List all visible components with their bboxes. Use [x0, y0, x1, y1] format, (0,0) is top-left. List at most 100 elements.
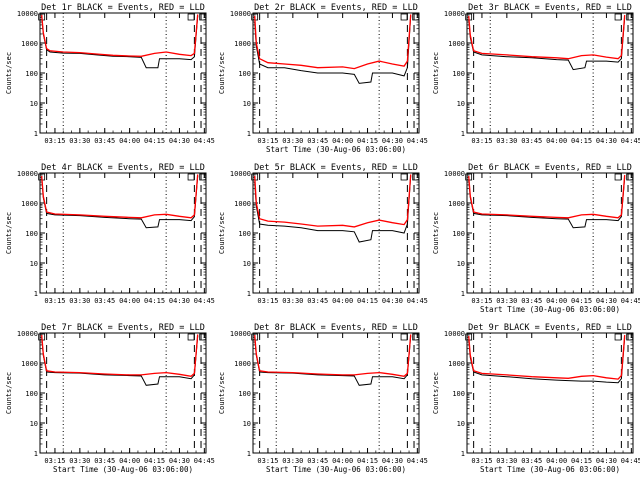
- y-tick-label: 1: [461, 130, 465, 138]
- plot-frame: [39, 172, 207, 294]
- box-marker: [400, 13, 408, 21]
- x-tick-label: 04:30: [169, 457, 190, 465]
- x-tick-label: 04:00: [119, 297, 140, 305]
- x-tick-label: 03:30: [282, 137, 303, 145]
- events-series-line: [468, 337, 626, 384]
- y-tick-label: 100: [25, 70, 38, 78]
- y-tick-label: 1000: [234, 200, 251, 208]
- y-axis-label: Counts/sec: [432, 52, 440, 94]
- events-series-line: [468, 17, 626, 71]
- x-tick-label: 04:15: [357, 457, 378, 465]
- box-marker: [199, 13, 207, 21]
- events-series-line: [41, 335, 199, 386]
- y-tick-label: 100: [238, 390, 251, 398]
- events-series-line: [41, 175, 199, 229]
- x-tick-label: 04:15: [144, 457, 165, 465]
- x-tick-label: 04:30: [169, 297, 190, 305]
- x-tick-label: 03:30: [69, 457, 90, 465]
- plot-frame: [466, 332, 634, 454]
- x-axis-label: Start Time (30-Aug-06 03:06:00): [266, 145, 406, 154]
- x-tick-label: 03:30: [496, 297, 517, 305]
- x-tick-label: 04:45: [194, 297, 215, 305]
- y-axis-label: Counts/sec: [432, 212, 440, 254]
- y-tick-label: 10: [30, 260, 38, 268]
- events-series-line: [254, 175, 412, 243]
- x-tick-label: 03:30: [496, 137, 517, 145]
- x-axis-label: Start Time (30-Aug-06 03:06:00): [266, 465, 406, 474]
- y-axis-label: Counts/sec: [218, 372, 226, 414]
- box-marker: [199, 173, 207, 181]
- x-tick-label: 04:00: [332, 297, 353, 305]
- y-tick-label: 1000: [234, 40, 251, 48]
- plot-frame: [39, 12, 207, 134]
- chart-title: Det 8r BLACK = Events, RED = LLD: [254, 323, 418, 333]
- x-tick-label: 03:45: [94, 457, 115, 465]
- plot-frame: [252, 332, 420, 454]
- y-axis-label: Counts/sec: [5, 372, 13, 414]
- lld-series-line: [254, 14, 412, 70]
- y-axis-label: Counts/sec: [218, 52, 226, 94]
- lld-series-line: [468, 15, 626, 60]
- y-tick-label: 10: [30, 420, 38, 428]
- x-tick-label: 03:15: [44, 457, 65, 465]
- box-marker: [187, 13, 195, 21]
- chart-title: Det 7r BLACK = Events, RED = LLD: [41, 323, 205, 333]
- y-tick-label: 1000: [448, 40, 465, 48]
- y-tick-label: 100: [452, 390, 465, 398]
- y-tick-label: 10: [243, 100, 251, 108]
- y-tick-label: 10000: [17, 170, 38, 178]
- y-tick-label: 1: [247, 130, 251, 138]
- x-tick-label: 04:00: [332, 137, 353, 145]
- box-marker: [400, 173, 408, 181]
- y-tick-label: 1: [34, 130, 38, 138]
- chart-title: Det 9r BLACK = Events, RED = LLD: [468, 323, 632, 333]
- x-tick-label: 03:15: [44, 137, 65, 145]
- x-tick-label: 04:00: [119, 137, 140, 145]
- events-series-line: [254, 335, 412, 386]
- y-tick-label: 1000: [21, 360, 38, 368]
- y-tick-label: 10000: [444, 170, 465, 178]
- x-tick-label: 03:45: [521, 457, 542, 465]
- y-tick-label: 100: [25, 390, 38, 398]
- lld-series-line: [254, 334, 412, 377]
- events-series-line: [41, 15, 199, 69]
- y-tick-label: 1000: [234, 360, 251, 368]
- lld-series-line: [254, 174, 412, 228]
- box-marker: [400, 333, 408, 341]
- x-tick-label: 04:30: [382, 297, 403, 305]
- x-axis-label: Start Time (30-Aug-06 03:06:00): [53, 465, 193, 474]
- x-tick-label: 04:00: [546, 457, 567, 465]
- y-tick-label: 100: [25, 230, 38, 238]
- x-tick-label: 03:45: [94, 137, 115, 145]
- x-tick-label: 04:30: [382, 137, 403, 145]
- x-tick-label: 04:00: [119, 457, 140, 465]
- x-tick-label: 04:45: [621, 137, 640, 145]
- chart-title: Det 4r BLACK = Events, RED = LLD: [41, 163, 205, 173]
- x-tick-label: 03:15: [257, 137, 278, 145]
- y-tick-label: 100: [452, 230, 465, 238]
- x-tick-label: 04:15: [357, 137, 378, 145]
- x-tick-label: 04:30: [382, 457, 403, 465]
- lld-series-line: [41, 174, 199, 219]
- x-tick-label: 04:30: [169, 137, 190, 145]
- x-axis-label: Start Time (30-Aug-06 03:06:00): [480, 305, 620, 314]
- x-tick-label: 03:45: [521, 137, 542, 145]
- x-tick-label: 03:45: [521, 297, 542, 305]
- x-tick-label: 04:45: [621, 457, 640, 465]
- x-tick-label: 03:15: [44, 297, 65, 305]
- y-tick-label: 1000: [448, 200, 465, 208]
- x-tick-label: 04:45: [194, 137, 215, 145]
- x-tick-label: 03:15: [257, 457, 278, 465]
- chart-panel: Det 6r BLACK = Events, RED = LLD 1 10 100 10…: [432, 163, 640, 314]
- y-tick-label: 1: [461, 450, 465, 458]
- lld-series-line: [468, 175, 626, 219]
- box-marker: [412, 333, 420, 341]
- x-tick-label: 04:30: [596, 137, 617, 145]
- x-tick-label: 03:45: [307, 297, 328, 305]
- x-tick-label: 04:45: [194, 457, 215, 465]
- chart-panel: Det 1r BLACK = Events, RED = LLD 1 10 100 10…: [5, 3, 215, 145]
- chart-panel: Det 3r BLACK = Events, RED = LLD 1 10 100 10…: [432, 3, 640, 145]
- chart-panel: Det 7r BLACK = Events, RED = LLD 1 10 100 10…: [5, 323, 215, 474]
- plot-frame: [466, 172, 634, 294]
